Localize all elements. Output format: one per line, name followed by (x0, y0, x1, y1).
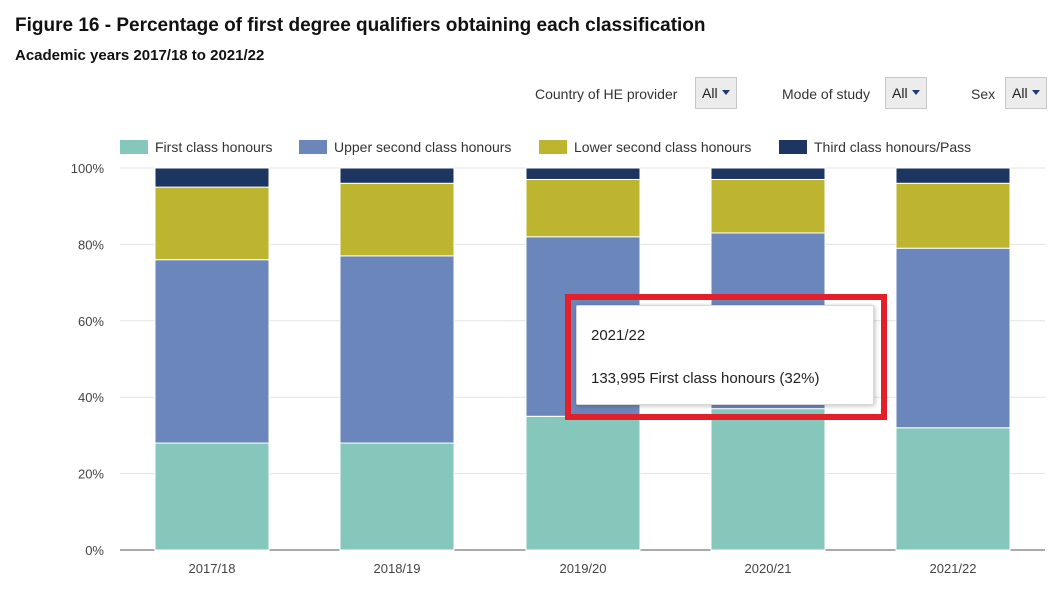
filter-label-mode: Mode of study (782, 86, 870, 102)
bar-segment (154, 259, 270, 444)
bar-segment (525, 178, 641, 238)
legend-label-third: Third class honours/Pass (814, 139, 972, 155)
y-tick-label: 0% (85, 543, 104, 558)
bar-segment (895, 167, 1011, 184)
legend-item-third[interactable]: Third class honours/Pass (779, 139, 971, 155)
mode-dropdown-value: All (892, 85, 908, 101)
bar-segment (154, 442, 270, 551)
tooltip-value: 133,995 First class honours (32%) (591, 370, 820, 387)
y-tick-label: 100% (71, 161, 105, 176)
bar-segment (154, 186, 270, 261)
chart-title: Figure 16 - Percentage of first degree q… (15, 15, 706, 36)
bar-segment (895, 247, 1011, 429)
chevron-down-icon (721, 89, 730, 95)
bar-segment (525, 167, 641, 180)
bar-segment (339, 182, 455, 257)
sex-dropdown[interactable]: All (1005, 77, 1047, 109)
country-dropdown-value: All (702, 85, 718, 101)
legend-label-first: First class honours (155, 139, 273, 155)
x-tick-label: 2020/21 (745, 561, 792, 576)
bar-segment (710, 408, 826, 551)
filter-label-sex: Sex (971, 86, 996, 102)
y-tick-label: 80% (78, 237, 104, 252)
x-tick-label: 2019/20 (560, 561, 607, 576)
bar-segment (895, 427, 1011, 551)
legend-label-lower: Lower second class honours (574, 139, 752, 155)
chevron-down-icon (911, 89, 920, 95)
filter-label-country: Country of HE provider (535, 86, 678, 102)
legend-item-lower[interactable]: Lower second class honours (539, 139, 751, 155)
highlight-annotation-box (565, 294, 887, 420)
bar-segment (339, 255, 455, 444)
chevron-down-icon (1031, 89, 1040, 95)
sex-dropdown-value: All (1012, 85, 1028, 101)
x-tick-label: 2018/19 (374, 561, 421, 576)
x-tick-label: 2017/18 (189, 561, 236, 576)
y-tick-label: 60% (78, 314, 104, 329)
y-tick-label: 40% (78, 390, 104, 405)
tooltip-category: 2021/22 (591, 327, 646, 344)
bar-segment (339, 167, 455, 184)
chart-tooltip: 2021/22 133,995 First class honours (32%… (576, 305, 874, 405)
bar-segment (710, 178, 826, 234)
bar-segment (710, 167, 826, 180)
legend-swatch-lower (539, 140, 567, 154)
legend-swatch-upper (299, 140, 327, 154)
legend-item-upper[interactable]: Upper second class honours (299, 139, 511, 155)
country-dropdown[interactable]: All (695, 77, 737, 109)
mode-dropdown[interactable]: All (885, 77, 927, 109)
legend-label-upper: Upper second class honours (334, 139, 512, 155)
bar-segment (525, 415, 641, 551)
chart-subtitle: Academic years 2017/18 to 2021/22 (15, 47, 265, 64)
legend-swatch-first (120, 140, 148, 154)
y-tick-label: 20% (78, 467, 104, 482)
bar-segment (339, 442, 455, 551)
bar-segment (154, 167, 270, 188)
bar-segment (895, 182, 1011, 249)
legend-swatch-third (779, 140, 807, 154)
legend-item-first[interactable]: First class honours (120, 139, 272, 155)
x-tick-label: 2021/22 (930, 561, 977, 576)
